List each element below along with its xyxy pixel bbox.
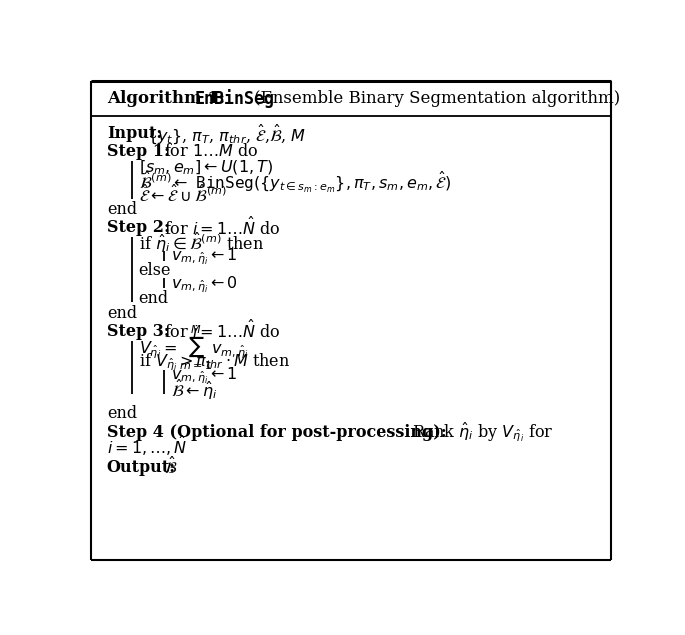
Text: $\hat{\mathcal{B}}^{(m)} \leftarrow$ $\mathtt{BinSeg}$$(\{y_{t\in s_m:e_m}\}, \p: $\hat{\mathcal{B}}^{(m)} \leftarrow$ $\m… [138,169,451,194]
Text: for $i = 1\ldots\hat{N}$ do: for $i = 1\ldots\hat{N}$ do [164,321,281,342]
Text: $\hat{\mathcal{B}} \leftarrow \hat{\eta}_i$: $\hat{\mathcal{B}} \leftarrow \hat{\eta}… [171,378,217,401]
Text: (Ensemble Binary Segmentation algorithm): (Ensemble Binary Segmentation algorithm) [254,90,621,107]
Text: EnBinSeg: EnBinSeg [195,89,275,108]
Text: Output:: Output: [107,459,176,476]
Text: end: end [138,290,169,307]
Text: Step 2:: Step 2: [107,219,170,236]
Text: $v_{m,\hat{\eta}_i} \leftarrow 1$: $v_{m,\hat{\eta}_i} \leftarrow 1$ [171,247,237,267]
Text: else: else [138,262,171,279]
Text: $[s_m, e_m] \leftarrow U(1, T)$: $[s_m, e_m] \leftarrow U(1, T)$ [138,159,273,177]
Text: $\hat{\mathcal{B}}$: $\hat{\mathcal{B}}$ [164,457,177,478]
Text: for $i = 1\ldots\hat{N}$ do: for $i = 1\ldots\hat{N}$ do [164,217,281,239]
Text: Step 4 (Optional for post-processing):: Step 4 (Optional for post-processing): [107,424,447,441]
Text: Step 3:: Step 3: [107,323,170,340]
Text: Algorithm 1:: Algorithm 1: [107,90,225,107]
Text: $\hat{\mathcal{E}} \leftarrow \hat{\mathcal{E}} \cup \hat{\mathcal{B}}^{(m)}$: $\hat{\mathcal{E}} \leftarrow \hat{\math… [138,185,227,206]
Text: end: end [107,405,137,422]
Text: Step 1:: Step 1: [107,144,170,161]
Text: Input:: Input: [107,125,162,142]
Text: if $V_{\hat{\eta}_i} > \pi_{thr} \cdot M$ then: if $V_{\hat{\eta}_i} > \pi_{thr} \cdot M… [138,351,290,373]
Text: $v_{m,\hat{\eta}_i} \leftarrow 0$: $v_{m,\hat{\eta}_i} \leftarrow 0$ [171,274,238,295]
Text: $v_{m,\hat{\eta}_i} \leftarrow 1$: $v_{m,\hat{\eta}_i} \leftarrow 1$ [171,366,237,386]
Text: $i = 1, \ldots, \hat{N}$: $i = 1, \ldots, \hat{N}$ [107,434,187,458]
Text: $\{y_t\}$, $\pi_T$, $\pi_{thr}$, $\hat{\mathcal{E}}$,$\hat{\mathcal{B}}$, $M$: $\{y_t\}$, $\pi_T$, $\pi_{thr}$, $\hat{\… [147,122,306,145]
Text: end: end [107,201,137,218]
Text: if $\hat{\eta}_i \in \hat{\mathcal{B}}^{(m)}$ then: if $\hat{\eta}_i \in \hat{\mathcal{B}}^{… [138,231,264,255]
Text: for $1\ldots M$ do: for $1\ldots M$ do [164,144,259,161]
Text: Rank $\hat{\eta}_i$ by $V_{\hat{\eta}_i}$ for: Rank $\hat{\eta}_i$ by $V_{\hat{\eta}_i}… [412,421,553,444]
Text: end: end [107,305,137,322]
Text: $V_{\hat{\eta}_i} = \sum_{m=1}^{M} v_{m,\hat{\eta}_i}$: $V_{\hat{\eta}_i} = \sum_{m=1}^{M} v_{m,… [138,323,249,372]
